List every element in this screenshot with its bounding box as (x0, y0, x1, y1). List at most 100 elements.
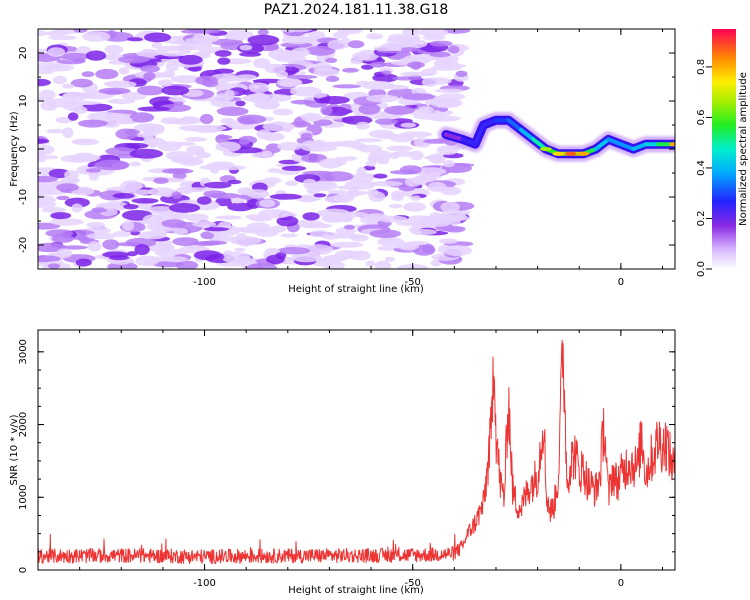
noise-blob (103, 80, 127, 87)
noise-blob (290, 99, 316, 105)
noise-blob (242, 95, 265, 102)
noise-blob (51, 234, 74, 244)
noise-blob (376, 133, 399, 140)
noise-blob (293, 219, 324, 228)
noise-blob (45, 30, 68, 37)
noise-blob (415, 221, 450, 227)
snr-x-tick-label: 0 (618, 578, 624, 589)
noise-blob (197, 196, 212, 205)
noise-blob (41, 206, 66, 213)
noise-blob (118, 67, 130, 75)
noise-blob (300, 112, 322, 122)
noise-blob (230, 197, 245, 204)
noise-blob (206, 161, 230, 171)
noise-blob (266, 254, 285, 264)
noise-blob (153, 177, 169, 184)
noise-blob (432, 109, 454, 116)
snr-series-line (38, 339, 675, 565)
noise-blob (146, 137, 159, 148)
noise-blob (175, 260, 199, 269)
noise-blob (320, 105, 333, 116)
snr-y-tick-label: 2000 (18, 412, 29, 437)
snr-background (38, 330, 675, 570)
noise-blob (161, 85, 190, 96)
noise-blob (184, 137, 207, 142)
noise-blob (197, 49, 211, 56)
noise-blob (410, 229, 437, 235)
noise-blob (122, 220, 135, 232)
colorbar-label: Normalized spectral amplitude (738, 72, 749, 226)
ridge-peak (539, 147, 552, 151)
noise-blob (161, 52, 185, 57)
noise-blob (76, 154, 101, 161)
noise-blob (366, 33, 384, 40)
noise-blob (215, 84, 228, 91)
noise-blob (87, 241, 102, 252)
noise-blob (366, 94, 400, 103)
snr-xlabel: Height of straight line (km) (288, 585, 424, 596)
noise-blob (38, 97, 54, 101)
noise-blob (38, 175, 59, 183)
noise-blob (56, 195, 70, 201)
noise-blob (172, 237, 199, 247)
noise-blob (306, 45, 336, 56)
noise-blob (377, 246, 398, 251)
noise-blob (135, 255, 160, 267)
noise-blob (229, 236, 262, 246)
noise-blob (237, 187, 255, 196)
noise-blob (235, 74, 257, 80)
spectrogram-x-tick-label: -100 (193, 277, 216, 288)
noise-blob (391, 190, 405, 200)
noise-blob (48, 35, 78, 41)
noise-blob (399, 131, 432, 138)
noise-blob (215, 134, 229, 144)
noise-blob (347, 188, 360, 198)
spectrogram-x-tick-label: 0 (618, 277, 624, 288)
noise-blob (59, 52, 91, 61)
noise-blob (203, 181, 232, 189)
colorbar-tick-label: 0.4 (696, 160, 707, 176)
noise-blob (304, 244, 334, 255)
ridge-peak (564, 151, 577, 156)
noise-blob (103, 89, 124, 95)
noise-blob (53, 75, 67, 85)
noise-blob (246, 263, 278, 269)
noise-blob (370, 180, 404, 187)
noise-blob (171, 191, 182, 199)
noise-blob (238, 194, 250, 200)
noise-blob (133, 189, 153, 195)
noise-blob (389, 170, 419, 175)
noise-blob (261, 150, 273, 159)
noise-blob (355, 121, 370, 130)
noise-blob (341, 67, 360, 73)
noise-blob (60, 245, 89, 250)
snr-ylabel: SNR (10 * v/v) (9, 414, 20, 485)
noise-blob (167, 118, 198, 125)
noise-blob (125, 237, 157, 248)
colorbar-tick-label: 0.8 (696, 59, 707, 75)
noise-blob (73, 29, 88, 33)
noise-blob (404, 54, 437, 62)
colorbar-tick-label: 0.6 (696, 109, 707, 125)
noise-blob (389, 203, 403, 209)
snr-y-tick-label: 1000 (18, 485, 29, 510)
noise-blob (400, 71, 431, 77)
noise-blob (447, 45, 460, 54)
noise-blob (429, 51, 451, 58)
noise-blob (280, 233, 298, 238)
noise-blob (330, 241, 364, 248)
ridge-segment (618, 142, 636, 151)
noise-blob (262, 121, 296, 132)
noise-blob (368, 191, 386, 202)
ridge-peak (577, 151, 590, 156)
noise-blob (151, 41, 162, 49)
chart-title: PAZ1.2024.181.11.38.G18 (264, 2, 449, 18)
noise-blob (276, 70, 289, 78)
noise-blob (248, 82, 270, 94)
spectrogram-x-tick-label: -50 (405, 277, 421, 288)
noise-blob (374, 118, 399, 125)
noise-blob (313, 119, 333, 126)
noise-blob (270, 225, 287, 233)
noise-blob (344, 179, 376, 190)
